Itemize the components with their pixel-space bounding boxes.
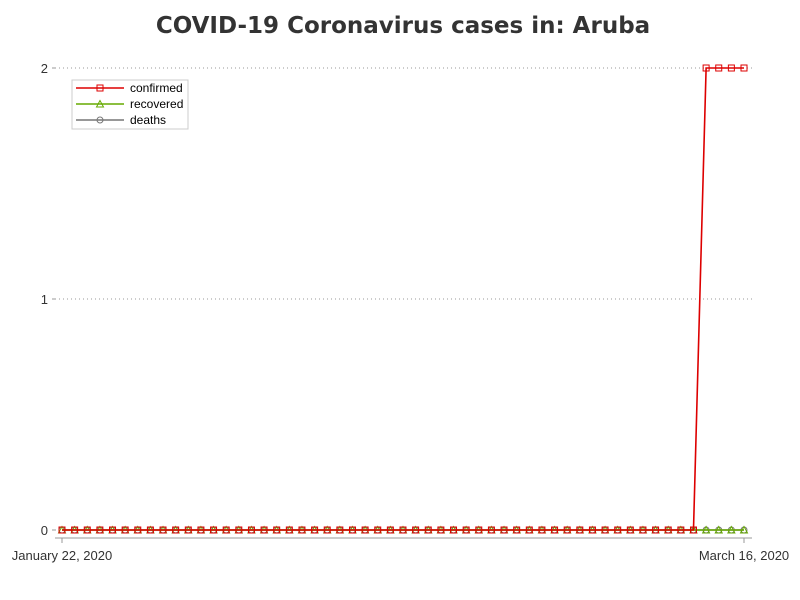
chart-title: COVID-19 Coronavirus cases in: Aruba — [156, 13, 650, 39]
point-confirmed-40 — [563, 526, 571, 534]
point-confirmed-18 — [285, 526, 293, 534]
point-confirmed-9 — [172, 526, 180, 534]
y-tick-label-1: 1 — [41, 292, 48, 307]
point-confirmed-21 — [323, 526, 331, 534]
x-tick-label-1: March 16, 2020 — [699, 548, 789, 563]
point-confirmed-39 — [551, 526, 559, 534]
point-confirmed-0 — [58, 526, 66, 534]
point-confirmed-19 — [298, 526, 306, 534]
point-confirmed-10 — [184, 526, 192, 534]
point-confirmed-42 — [588, 526, 596, 534]
point-confirmed-12 — [210, 526, 218, 534]
point-confirmed-14 — [235, 526, 243, 534]
point-recovered-54 — [739, 525, 749, 534]
point-confirmed-44 — [614, 526, 622, 534]
point-confirmed-52 — [715, 64, 723, 72]
point-confirmed-35 — [500, 526, 508, 534]
x-axis: January 22, 2020 March 16, 2020 — [12, 537, 789, 563]
point-confirmed-32 — [462, 526, 470, 534]
point-confirmed-48 — [664, 526, 672, 534]
legend-marker-deaths — [96, 116, 104, 124]
y-tick-label-2: 2 — [41, 61, 48, 76]
y-axis: 0 1 2 — [41, 61, 56, 538]
point-confirmed-16 — [260, 526, 268, 534]
point-confirmed-51 — [702, 64, 710, 72]
legend-label-recovered: recovered — [130, 97, 183, 111]
point-confirmed-23 — [348, 526, 356, 534]
point-confirmed-25 — [374, 526, 382, 534]
point-confirmed-54 — [740, 64, 748, 72]
point-confirmed-20 — [311, 526, 319, 534]
point-confirmed-37 — [525, 526, 533, 534]
point-confirmed-34 — [487, 526, 495, 534]
series-layer — [57, 64, 749, 534]
point-recovered-53 — [727, 525, 736, 534]
point-confirmed-31 — [450, 526, 458, 534]
point-confirmed-24 — [361, 526, 369, 534]
point-confirmed-22 — [336, 526, 344, 534]
legend-marker-recovered — [95, 99, 105, 108]
point-confirmed-53 — [727, 64, 735, 72]
point-confirmed-2 — [83, 526, 91, 534]
legend-marker-confirmed — [96, 84, 104, 92]
point-confirmed-50 — [689, 526, 697, 534]
point-confirmed-29 — [424, 526, 432, 534]
point-confirmed-45 — [626, 526, 634, 534]
series-confirmed — [58, 64, 748, 534]
point-confirmed-27 — [399, 526, 407, 534]
point-confirmed-28 — [412, 526, 420, 534]
point-confirmed-33 — [475, 526, 483, 534]
point-confirmed-47 — [652, 526, 660, 534]
x-tick-label-0: January 22, 2020 — [12, 548, 112, 563]
point-confirmed-1 — [71, 526, 79, 534]
point-confirmed-7 — [146, 526, 154, 534]
point-confirmed-26 — [386, 526, 394, 534]
legend: confirmed recovered deaths — [71, 79, 189, 130]
point-confirmed-30 — [437, 526, 445, 534]
point-confirmed-17 — [273, 526, 281, 534]
series-line-confirmed — [62, 67, 744, 531]
point-confirmed-5 — [121, 526, 129, 534]
point-confirmed-49 — [677, 526, 685, 534]
point-confirmed-8 — [159, 526, 167, 534]
legend-label-deaths: deaths — [130, 113, 166, 127]
point-confirmed-38 — [538, 526, 546, 534]
point-confirmed-4 — [109, 526, 117, 534]
y-tick-label-0: 0 — [41, 523, 48, 538]
point-recovered-52 — [714, 525, 724, 534]
point-confirmed-6 — [134, 526, 142, 534]
point-confirmed-36 — [513, 526, 521, 534]
point-confirmed-11 — [197, 526, 205, 534]
point-confirmed-15 — [247, 526, 255, 534]
point-recovered-51 — [701, 525, 711, 534]
point-confirmed-41 — [576, 526, 584, 534]
point-confirmed-46 — [639, 526, 647, 534]
grid-lines — [55, 67, 752, 300]
point-confirmed-3 — [96, 526, 104, 534]
point-confirmed-13 — [222, 526, 230, 534]
legend-label-confirmed: confirmed — [130, 81, 183, 95]
point-confirmed-43 — [601, 526, 609, 534]
